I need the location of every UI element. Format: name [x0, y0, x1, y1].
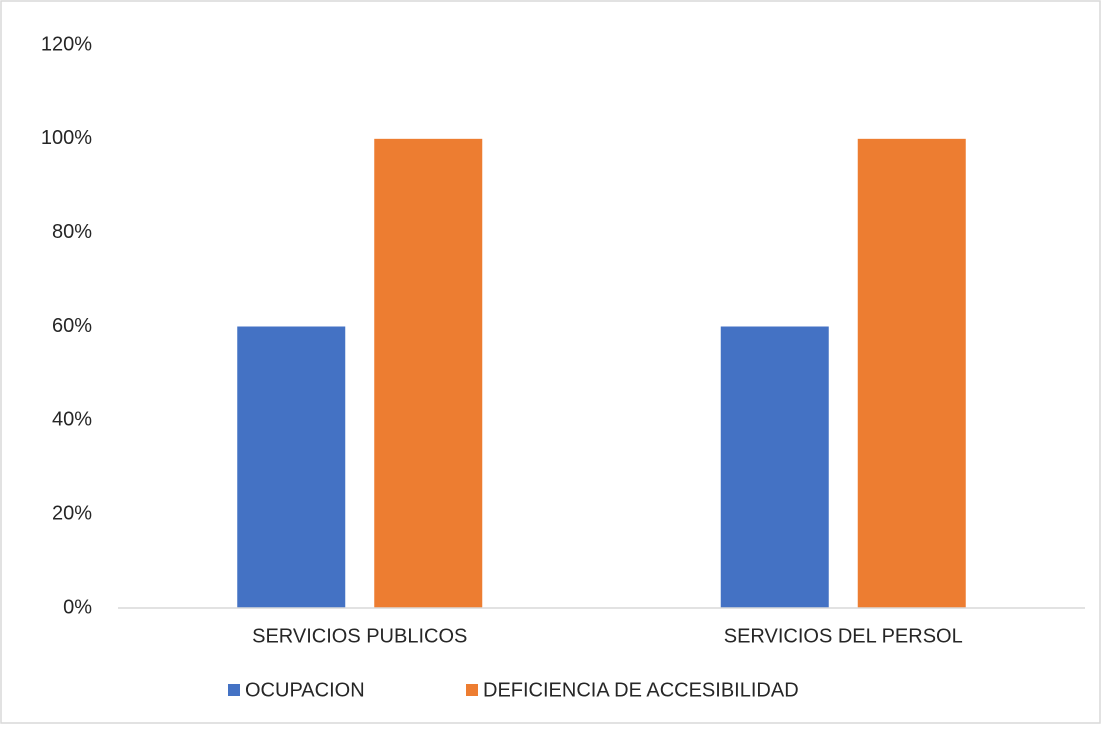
y-tick-label: 0%	[63, 596, 92, 618]
y-tick-label: 100%	[41, 127, 92, 149]
y-tick-label: 60%	[52, 315, 92, 337]
x-tick-label: SERVICIOS DEL PERSOL	[724, 625, 963, 647]
bar	[720, 326, 829, 608]
legend-swatch	[228, 684, 240, 696]
y-tick-label: 120%	[41, 33, 92, 55]
y-tick-label: 80%	[52, 221, 92, 243]
legend-label: OCUPACION	[245, 679, 365, 701]
bar	[374, 138, 483, 609]
legend-swatch	[466, 684, 478, 696]
y-tick-label: 40%	[52, 409, 92, 431]
legend-label: DEFICIENCIA DE ACCESIBILIDAD	[483, 679, 799, 701]
bar	[237, 326, 346, 608]
bar	[857, 138, 966, 609]
y-tick-label: 20%	[52, 502, 92, 524]
x-tick-label: SERVICIOS PUBLICOS	[252, 625, 467, 647]
